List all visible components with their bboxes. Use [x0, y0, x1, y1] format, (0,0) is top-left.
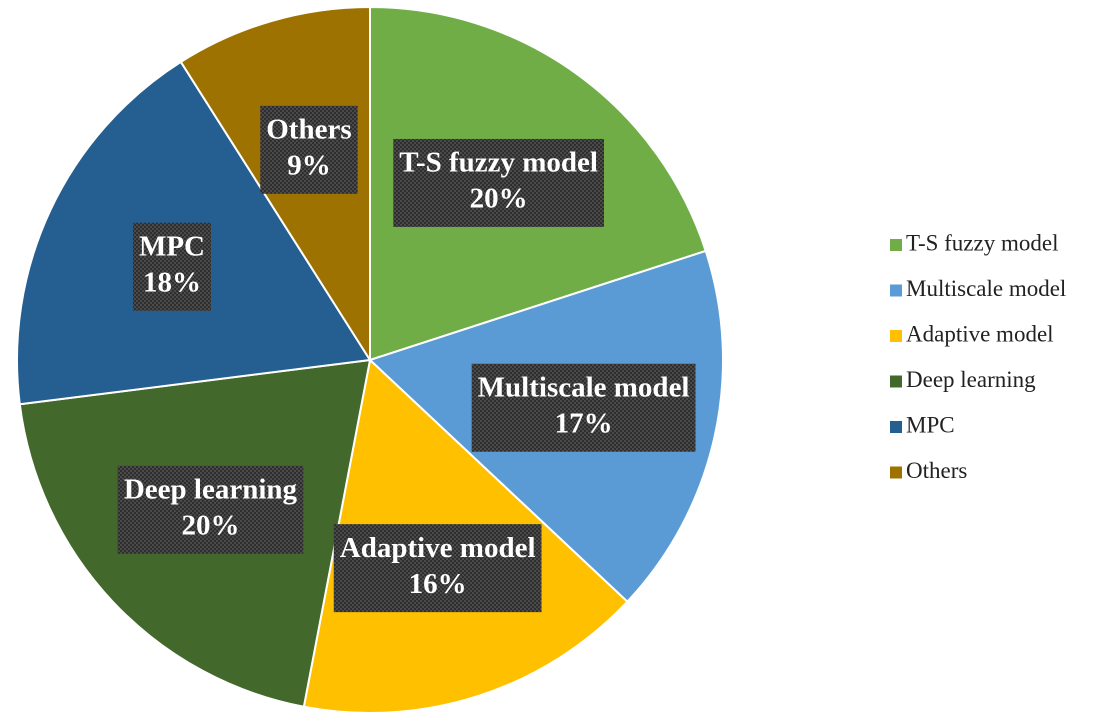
- label-name: Deep learning: [124, 473, 298, 505]
- label-name: MPC: [139, 230, 205, 262]
- data-label: Multiscale model 17%: [471, 363, 696, 452]
- label-box: [393, 138, 605, 227]
- data-label: Deep learning 20%: [117, 465, 304, 554]
- label-value: 20%: [181, 509, 239, 541]
- data-label: Adaptive model 16%: [333, 524, 542, 613]
- data-label: MPC 18%: [132, 222, 211, 311]
- legend-swatch: [890, 284, 902, 297]
- legend-label: Adaptive model: [906, 321, 1054, 346]
- label-value: 9%: [287, 149, 331, 181]
- label-value: 20%: [470, 183, 528, 215]
- label-name: Others: [266, 113, 351, 145]
- legend-label: Others: [906, 458, 967, 483]
- legend-swatch: [890, 375, 902, 388]
- legend-swatch: [890, 239, 902, 251]
- label-value: 17%: [555, 407, 613, 439]
- data-label: Others 9%: [260, 105, 358, 194]
- legend-swatch: [890, 330, 902, 342]
- legend-label: Multiscale model: [906, 276, 1066, 301]
- label-box: [260, 105, 358, 194]
- label-name: Multiscale model: [478, 371, 690, 403]
- legend-swatch: [890, 421, 902, 433]
- legend-label: T-S fuzzy model: [906, 230, 1058, 255]
- legend-label: MPC: [906, 412, 955, 437]
- label-box: [117, 465, 304, 554]
- label-name: Adaptive model: [340, 532, 536, 564]
- legend-swatch: [890, 466, 902, 479]
- legend-label: Deep learning: [906, 367, 1036, 392]
- label-value: 16%: [409, 568, 467, 600]
- label-value: 18%: [143, 266, 201, 298]
- data-label: T-S fuzzy model 20%: [393, 138, 605, 227]
- label-box: [132, 222, 211, 311]
- label-box: [471, 363, 696, 452]
- label-box: [333, 524, 542, 613]
- label-name: T-S fuzzy model: [399, 147, 598, 179]
